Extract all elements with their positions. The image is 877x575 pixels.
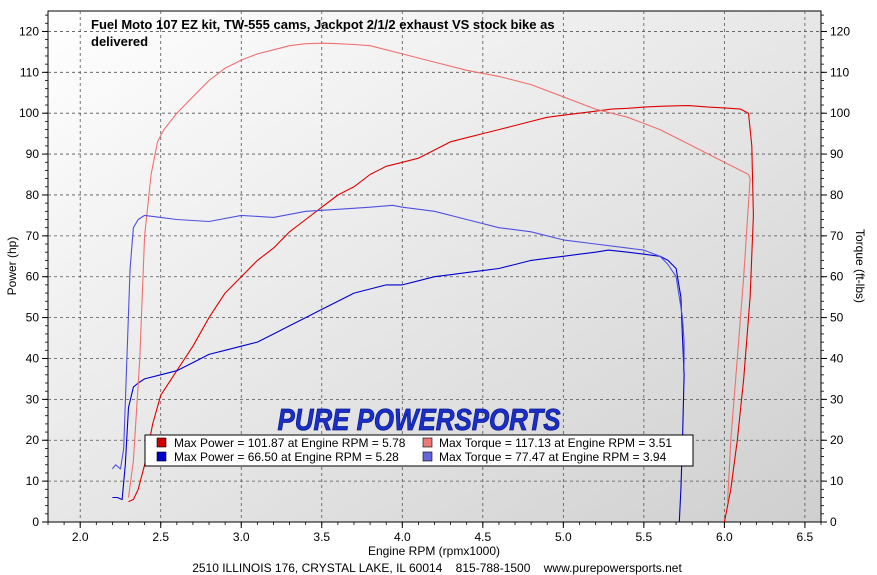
y-tick-label: 60 (26, 270, 40, 284)
watermark-group: PURE POWERSPORTS (277, 402, 561, 438)
y2-tick-label: 10 (830, 474, 844, 488)
legend-label-1: Max Power = 66.50 at Engine RPM = 5.28 (174, 450, 399, 464)
y-tick-label: 0 (32, 515, 39, 529)
x-tick-label: 5.0 (555, 530, 572, 544)
y-tick-label: 90 (26, 147, 40, 161)
y2-tick-label: 50 (830, 311, 844, 325)
legend: Max Power = 101.87 at Engine RPM = 5.78 … (144, 434, 694, 467)
chart-title-line-1: Fuel Moto 107 EZ kit, TW-555 cams, Jackp… (91, 17, 555, 32)
legend-swatch-0 (156, 437, 167, 448)
y2-tick-label: 40 (830, 351, 844, 365)
legend-box (144, 434, 694, 467)
y-tick-label: 10 (26, 474, 40, 488)
x-tick-label: 2.0 (72, 530, 89, 544)
legend-label-2: Max Torque = 117.13 at Engine RPM = 3.51 (439, 436, 672, 450)
x-tick-label: 6.0 (716, 530, 733, 544)
y-tick-label: 80 (26, 188, 40, 202)
axes: 2.0 2.5 3.0 3.5 4.0 4.5 5.0 5.5 6.0 6.5 0 0 10 10 20 20… (19, 14, 850, 544)
y-tick-label: 20 (26, 433, 40, 447)
y-tick-label: 70 (26, 229, 40, 243)
y-tick-label: 120 (19, 24, 39, 38)
y2-axis-label: Torque (ft-lbs) (853, 229, 867, 303)
legend-swatch-3 (422, 451, 433, 462)
y-tick-label: 40 (26, 351, 40, 365)
series-line-3 (111, 204, 685, 470)
x-tick-label: 5.5 (636, 530, 653, 544)
x-tick-label: 6.5 (797, 530, 814, 544)
legend-label-3: Max Torque = 77.47 at Engine RPM = 3.94 (439, 450, 667, 464)
y2-tick-label: 110 (830, 65, 849, 79)
y2-tick-label: 20 (830, 433, 844, 447)
chart-title: Fuel Moto 107 EZ kit, TW-555 cams, Jackp… (91, 17, 555, 49)
legend-swatch-2 (422, 437, 433, 448)
series-line-2 (127, 42, 751, 502)
x-tick-label: 3.5 (313, 530, 330, 544)
y2-tick-label: 80 (830, 188, 844, 202)
legend-label-0: Max Power = 101.87 at Engine RPM = 5.78 (174, 436, 406, 450)
x-tick-label: 3.0 (233, 530, 250, 544)
series-group (111, 42, 754, 522)
x-axis-label: Engine RPM (rpmx1000) (368, 544, 500, 558)
y-tick-label: 30 (26, 392, 40, 406)
x-tick-label: 4.5 (474, 530, 491, 544)
y-tick-label: 110 (20, 65, 39, 79)
y2-tick-label: 70 (830, 229, 844, 243)
y2-tick-label: 0 (830, 515, 837, 529)
x-tick-label: 4.0 (394, 530, 411, 544)
footer-address: 2510 ILLINOIS 176, CRYSTAL LAKE, IL 6001… (192, 561, 682, 575)
watermark-logo: PURE POWERSPORTS (278, 402, 561, 437)
y-axis-label: Power (hp) (5, 237, 19, 296)
y2-tick-label: 100 (830, 106, 850, 120)
y2-tick-label: 30 (830, 392, 844, 406)
chart-title-line-2: delivered (91, 34, 148, 49)
y-tick-label: 50 (26, 311, 40, 325)
y2-tick-label: 60 (830, 270, 844, 284)
y2-tick-label: 120 (830, 24, 850, 38)
y2-tick-label: 90 (830, 147, 844, 161)
x-tick-label: 2.5 (152, 530, 169, 544)
grid (48, 11, 821, 522)
series-line-0 (128, 105, 754, 522)
legend-swatch-1 (156, 451, 167, 462)
y-tick-label: 100 (19, 106, 39, 120)
